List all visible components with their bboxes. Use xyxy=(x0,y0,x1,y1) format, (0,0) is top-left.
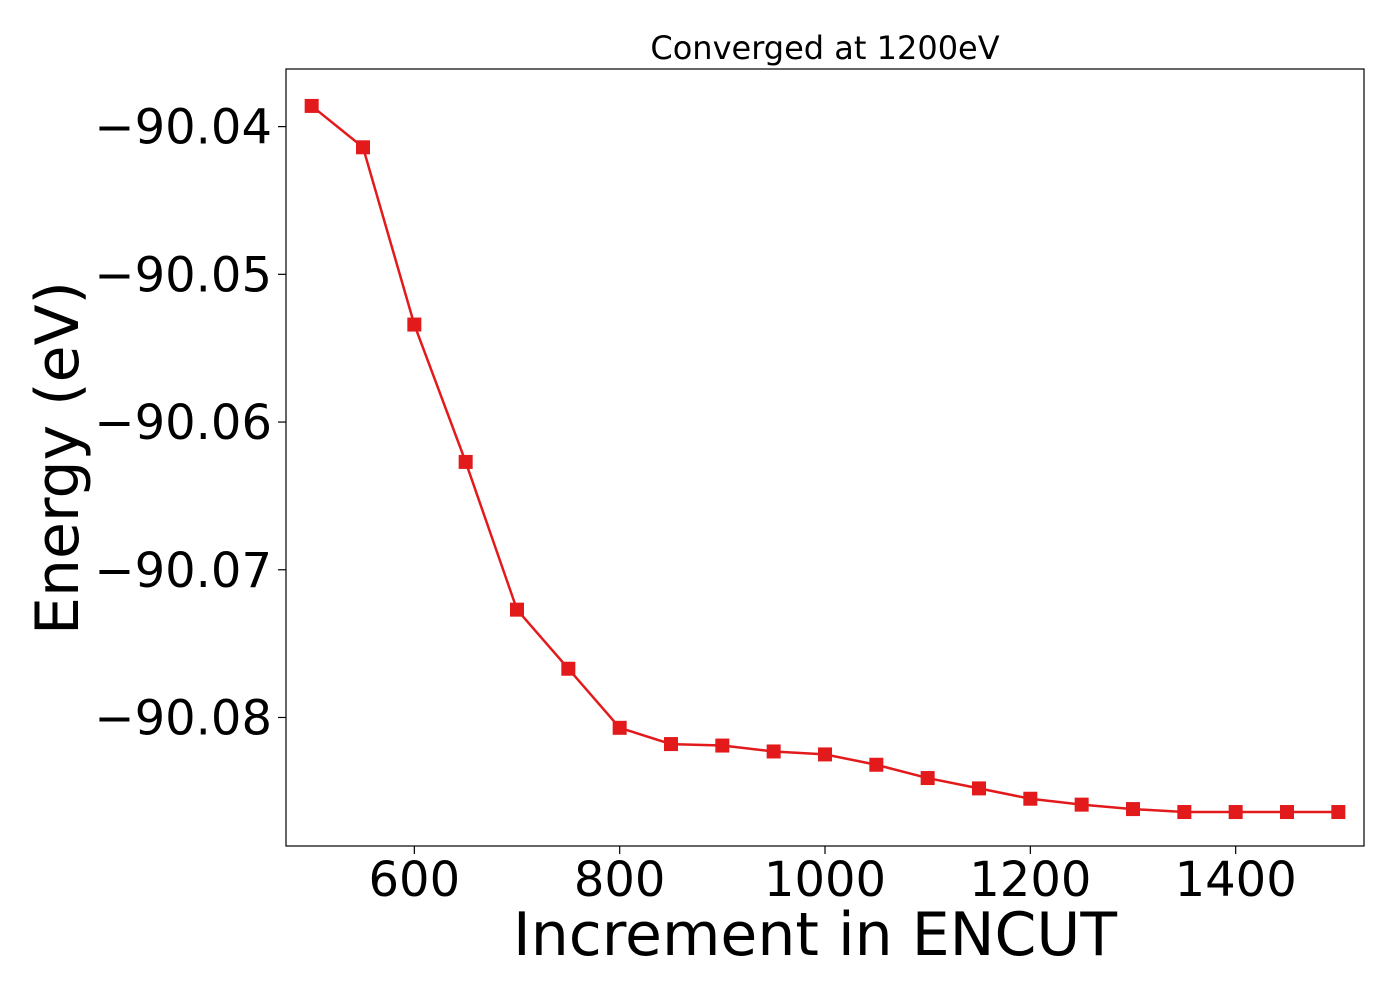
x-tick-label: 600 xyxy=(369,852,461,908)
data-point-marker xyxy=(510,603,524,617)
data-point-marker xyxy=(715,739,729,753)
y-tick-label: −90.05 xyxy=(94,247,272,303)
data-point-marker xyxy=(664,737,678,751)
data-point-marker xyxy=(356,140,370,154)
series-layer xyxy=(305,99,1346,819)
data-point-marker xyxy=(1177,805,1191,819)
y-tick-label: −90.08 xyxy=(94,690,272,746)
data-point-marker xyxy=(1023,792,1037,806)
data-point-marker xyxy=(1331,805,1345,819)
data-point-marker xyxy=(613,721,627,735)
data-point-marker xyxy=(1229,805,1243,819)
data-point-marker xyxy=(561,662,575,676)
y-axis-label: Energy (eV) xyxy=(23,281,93,635)
data-point-marker xyxy=(1126,802,1140,816)
data-point-marker xyxy=(1075,798,1089,812)
x-tick-label: 1400 xyxy=(1175,852,1297,908)
y-tick-label: −90.07 xyxy=(94,543,272,599)
data-point-marker xyxy=(305,99,319,113)
x-axis-ticks: 600 800 1000 1200 1400 xyxy=(369,846,1297,908)
data-point-marker xyxy=(407,318,421,332)
data-point-marker xyxy=(459,455,473,469)
data-point-marker xyxy=(972,781,986,795)
data-point-marker xyxy=(818,747,832,761)
chart-title: Converged at 1200eV xyxy=(650,29,999,67)
y-tick-label: −90.04 xyxy=(94,100,272,156)
data-point-marker xyxy=(869,758,883,772)
x-axis-label: Increment in ENCUT xyxy=(513,900,1117,970)
data-point-marker xyxy=(767,744,781,758)
data-point-marker xyxy=(921,771,935,785)
data-point-marker xyxy=(1280,805,1294,819)
y-axis-ticks: −90.04 −90.05 −90.06 −90.07 −90.08 xyxy=(94,100,286,747)
plot-frame xyxy=(286,69,1364,846)
y-tick-label: −90.06 xyxy=(94,395,272,451)
